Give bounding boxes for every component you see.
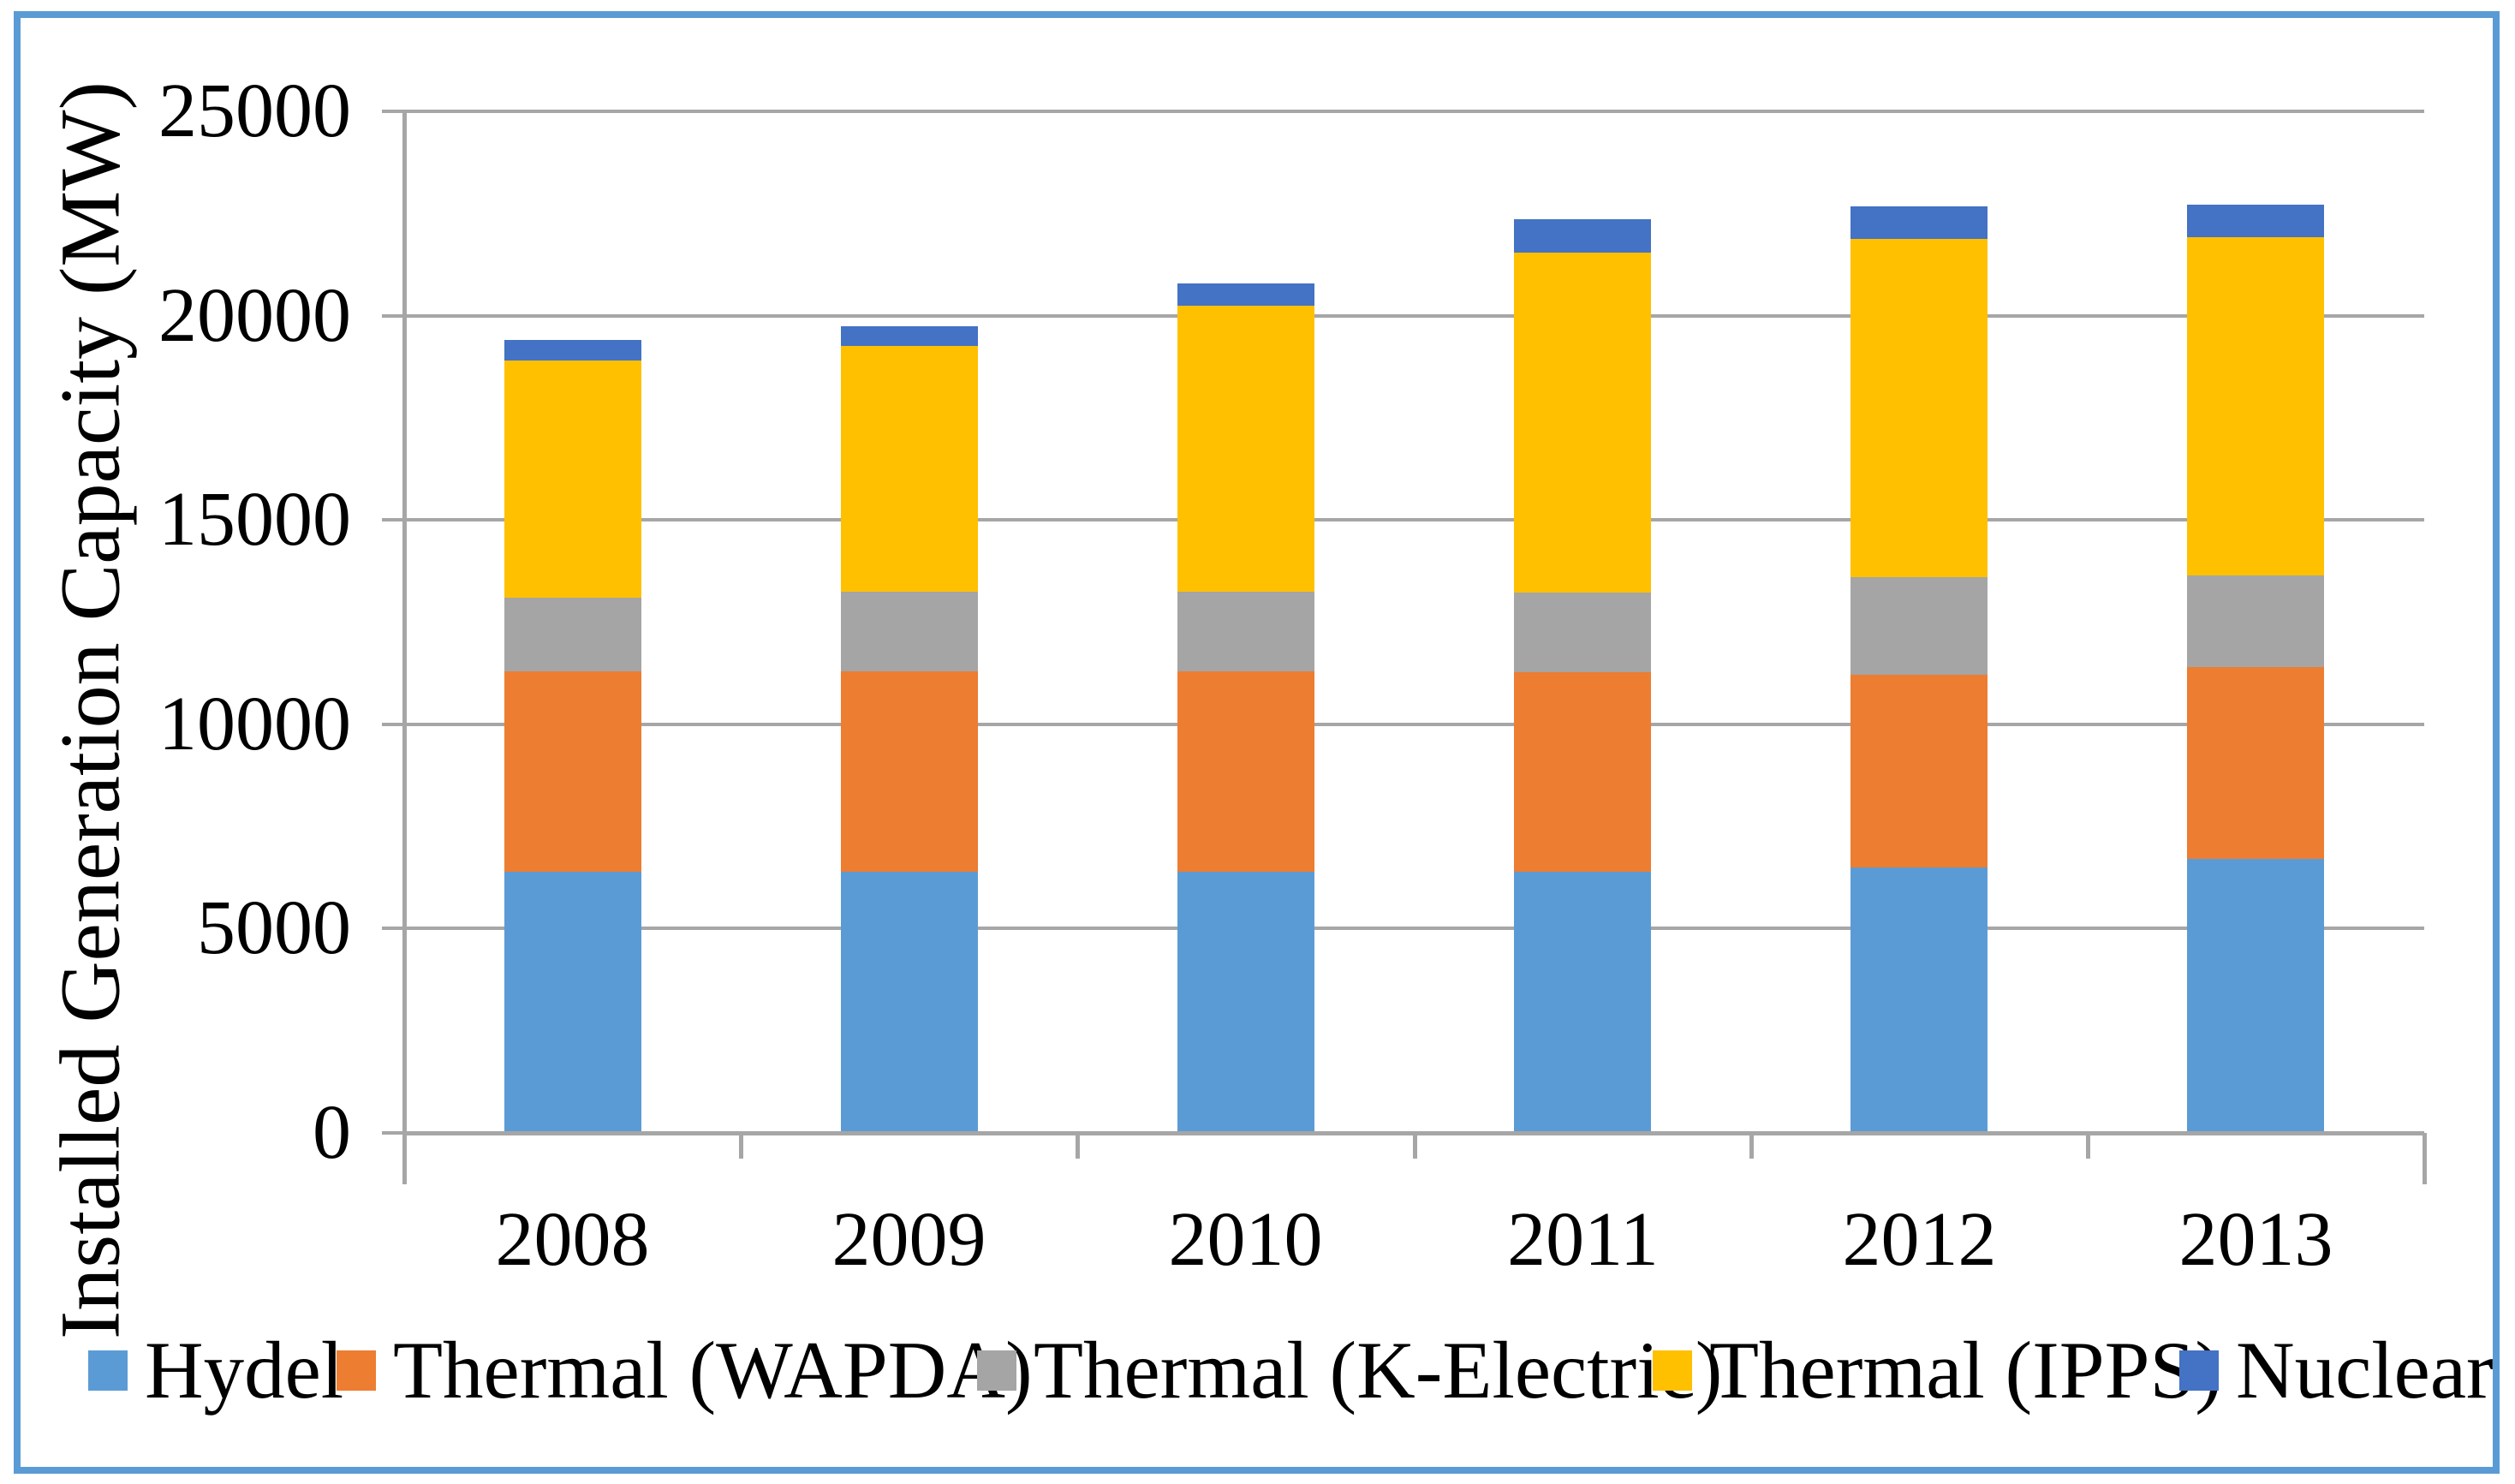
y-tick-label-10000: 10000 [158,682,351,766]
x-tick-6 [2423,1133,2427,1184]
bar-segment-2010-thermal-ipps [1177,306,1314,592]
bar-segment-2012-thermal-k-electric [1850,577,1988,675]
x-tick-2 [1076,1133,1080,1159]
gridline-20000 [404,314,2424,318]
x-tick-label-2008: 2008 [495,1197,650,1282]
x-tick-label-2010: 2010 [1168,1197,1323,1282]
bar-segment-2009-thermal-k-electric [841,592,978,671]
bar-segment-2010-thermal-k-electric [1177,592,1314,671]
bar-segment-2011-nuclear [1514,219,1651,253]
legend-label-thermal-wapda: Thermal (WAPDA) [393,1325,1033,1415]
bar-segment-2011-thermal-wapda [1514,672,1651,872]
y-tick-label-0: 0 [313,1090,351,1175]
legend-label-hydel: Hydel [145,1325,344,1415]
y-tick-5000 [382,927,404,930]
y-tick-10000 [382,723,404,726]
legend-label-thermal-k-electric: Thermal (K-Electric) [1034,1325,1723,1415]
x-tick-4 [1749,1133,1754,1159]
legend-label-thermal-ipps: Thermal (IPPS) [1709,1325,2222,1415]
gridline-25000 [404,110,2424,113]
gridline-10000 [404,723,2424,726]
legend-swatch-nuclear [2179,1350,2219,1391]
legend-swatch-thermal-k-electric [977,1350,1016,1391]
bar-segment-2009-hydel [841,872,978,1133]
legend-swatch-thermal-ipps [1653,1350,1692,1391]
bar-segment-2013-thermal-wapda [2187,667,2324,859]
y-tick-label-15000: 15000 [158,477,351,562]
y-tick-label-5000: 5000 [197,885,351,970]
bar-segment-2012-thermal-ipps [1850,239,1988,577]
bar-segment-2009-thermal-wapda [841,671,978,872]
x-tick-3 [1413,1133,1417,1159]
bar-segment-2008-hydel [504,872,641,1133]
x-tick-0 [402,1133,407,1184]
x-tick-label-2013: 2013 [2178,1197,2333,1282]
y-tick-25000 [382,110,404,113]
bar-segment-2008-thermal-wapda [504,671,641,872]
bar-segment-2012-nuclear [1850,206,1988,239]
x-tick-1 [739,1133,743,1159]
bar-segment-2009-nuclear [841,326,978,346]
legend-item-thermal-ipps: Thermal (IPPS) [1653,1323,2222,1417]
bar-segment-2012-thermal-wapda [1850,675,1988,867]
x-tick-label-2011: 2011 [1507,1197,1659,1282]
y-axis-line [402,111,407,1136]
bar-segment-2009-thermal-ipps [841,346,978,592]
legend-item-thermal-wapda: Thermal (WAPDA) [337,1323,1033,1417]
y-tick-20000 [382,314,404,318]
y-tick-0 [382,1131,404,1135]
bar-segment-2013-nuclear [2187,205,2324,237]
bar-segment-2013-thermal-ipps [2187,237,2324,575]
bar-segment-2010-hydel [1177,872,1314,1133]
bar-segment-2008-thermal-k-electric [504,598,641,671]
legend-item-nuclear: Nuclear [2179,1323,2494,1417]
bar-segment-2013-hydel [2187,859,2324,1133]
legend-label-nuclear: Nuclear [2236,1325,2494,1415]
gridline-5000 [404,927,2424,930]
x-tick-5 [2086,1133,2090,1159]
y-tick-label-25000: 25000 [158,69,351,153]
legend-swatch-thermal-wapda [337,1350,376,1391]
bar-segment-2008-nuclear [504,340,641,361]
legend-item-thermal-k-electric: Thermal (K-Electric) [977,1323,1722,1417]
bar-segment-2012-hydel [1850,867,1988,1133]
bar-segment-2011-thermal-ipps [1514,253,1651,593]
legend-swatch-hydel [88,1350,128,1391]
y-tick-label-20000: 20000 [158,273,351,358]
bar-segment-2011-thermal-k-electric [1514,593,1651,672]
bar-segment-2013-thermal-k-electric [2187,575,2324,667]
bar-segment-2011-hydel [1514,872,1651,1133]
y-tick-15000 [382,518,404,521]
gridline-15000 [404,518,2424,521]
bar-segment-2010-thermal-wapda [1177,671,1314,872]
bar-segment-2008-thermal-ipps [504,361,641,598]
x-tick-label-2012: 2012 [1842,1197,1997,1282]
bar-segment-2010-nuclear [1177,283,1314,306]
x-tick-label-2009: 2009 [831,1197,986,1282]
